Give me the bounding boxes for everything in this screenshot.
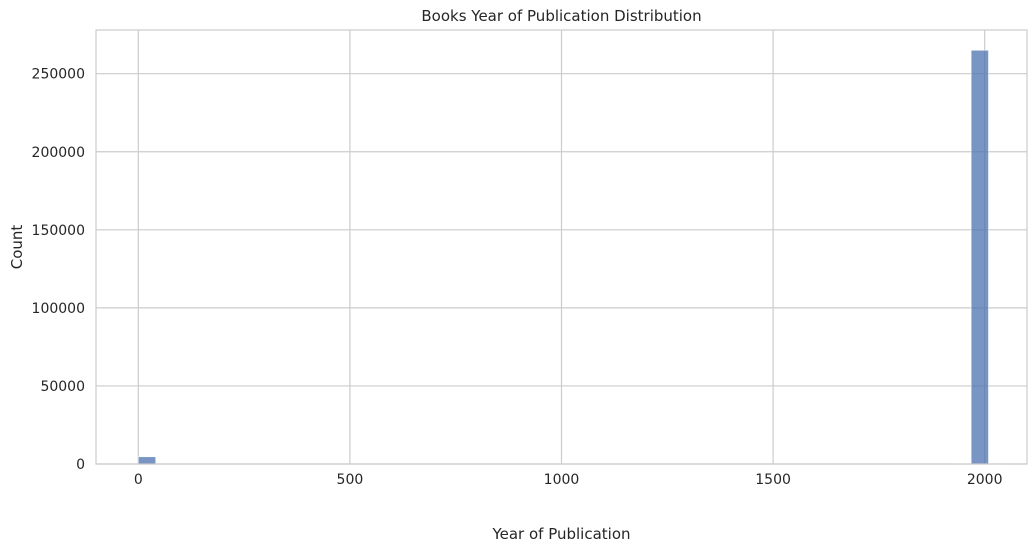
y-tick-labels: 0 50000 100000 150000 200000 250000	[32, 67, 85, 473]
plot-frame	[95, 29, 1028, 465]
x-tick-labels: 0 500 1000 1500 2000	[134, 472, 1003, 488]
chart-title: Books Year of Publication Distribution	[421, 7, 701, 25]
histogram-bar	[138, 456, 156, 465]
y-tick-label: 100000	[32, 301, 85, 317]
histogram-bar	[970, 50, 989, 465]
x-axis-label: Year of Publication	[491, 525, 630, 543]
x-tick-label: 500	[337, 472, 364, 488]
y-tick-label: 150000	[32, 223, 85, 239]
x-gridlines	[137, 30, 986, 464]
x-tick-label: 1500	[755, 472, 791, 488]
y-tick-label: 0	[76, 457, 85, 473]
y-tick-label: 250000	[32, 67, 85, 83]
x-tick-label: 1000	[544, 472, 580, 488]
y-tick-label: 50000	[40, 379, 85, 395]
y-tick-label: 200000	[32, 145, 85, 161]
x-tick-label: 2000	[967, 472, 1003, 488]
y-axis-label: Count	[8, 225, 26, 270]
x-tick-label: 0	[134, 472, 143, 488]
